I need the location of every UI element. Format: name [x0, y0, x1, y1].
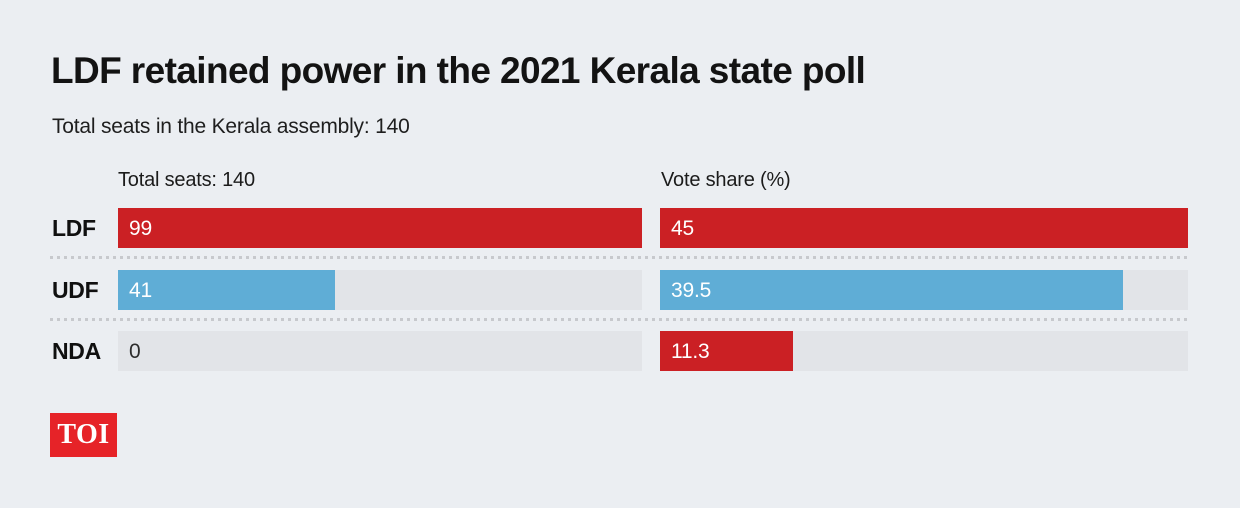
bar-track-nda-seats: 0	[118, 331, 642, 371]
bar-track-udf-seats: 41	[118, 270, 642, 310]
bar-track-ldf-seats: 99	[118, 208, 642, 248]
bar-value-udf-seats: 41	[129, 279, 152, 302]
bar-track-nda-voteshare: 11.3	[660, 331, 1188, 371]
bar-value-nda-voteshare: 11.3	[671, 340, 710, 363]
bar-ldf-seats	[118, 208, 642, 248]
bar-value-ldf-seats: 99	[129, 217, 152, 240]
bar-udf-seats	[118, 270, 335, 310]
row-separator-2	[50, 318, 1188, 321]
toi-logo: TOI	[50, 413, 117, 457]
page-title: LDF retained power in the 2021 Kerala st…	[51, 50, 866, 91]
bar-value-ldf-voteshare: 45	[671, 217, 694, 240]
bar-track-udf-voteshare: 39.5	[660, 270, 1188, 310]
row-label-ldf: LDF	[52, 215, 96, 241]
row-label-nda: NDA	[52, 338, 101, 364]
bar-nda-voteshare	[660, 331, 793, 371]
column-header-vote-share: Vote share (%)	[661, 169, 791, 191]
page-subtitle: Total seats in the Kerala assembly: 140	[52, 115, 410, 138]
row-separator-1	[50, 256, 1188, 259]
bar-track-ldf-voteshare: 45	[660, 208, 1188, 248]
bar-udf-voteshare	[660, 270, 1124, 310]
bar-value-udf-voteshare: 39.5	[671, 279, 712, 302]
column-header-total-seats: Total seats: 140	[118, 169, 255, 191]
bar-value-nda-seats: 0	[129, 340, 141, 363]
bar-ldf-voteshare	[660, 208, 1188, 248]
row-label-udf: UDF	[52, 277, 99, 303]
